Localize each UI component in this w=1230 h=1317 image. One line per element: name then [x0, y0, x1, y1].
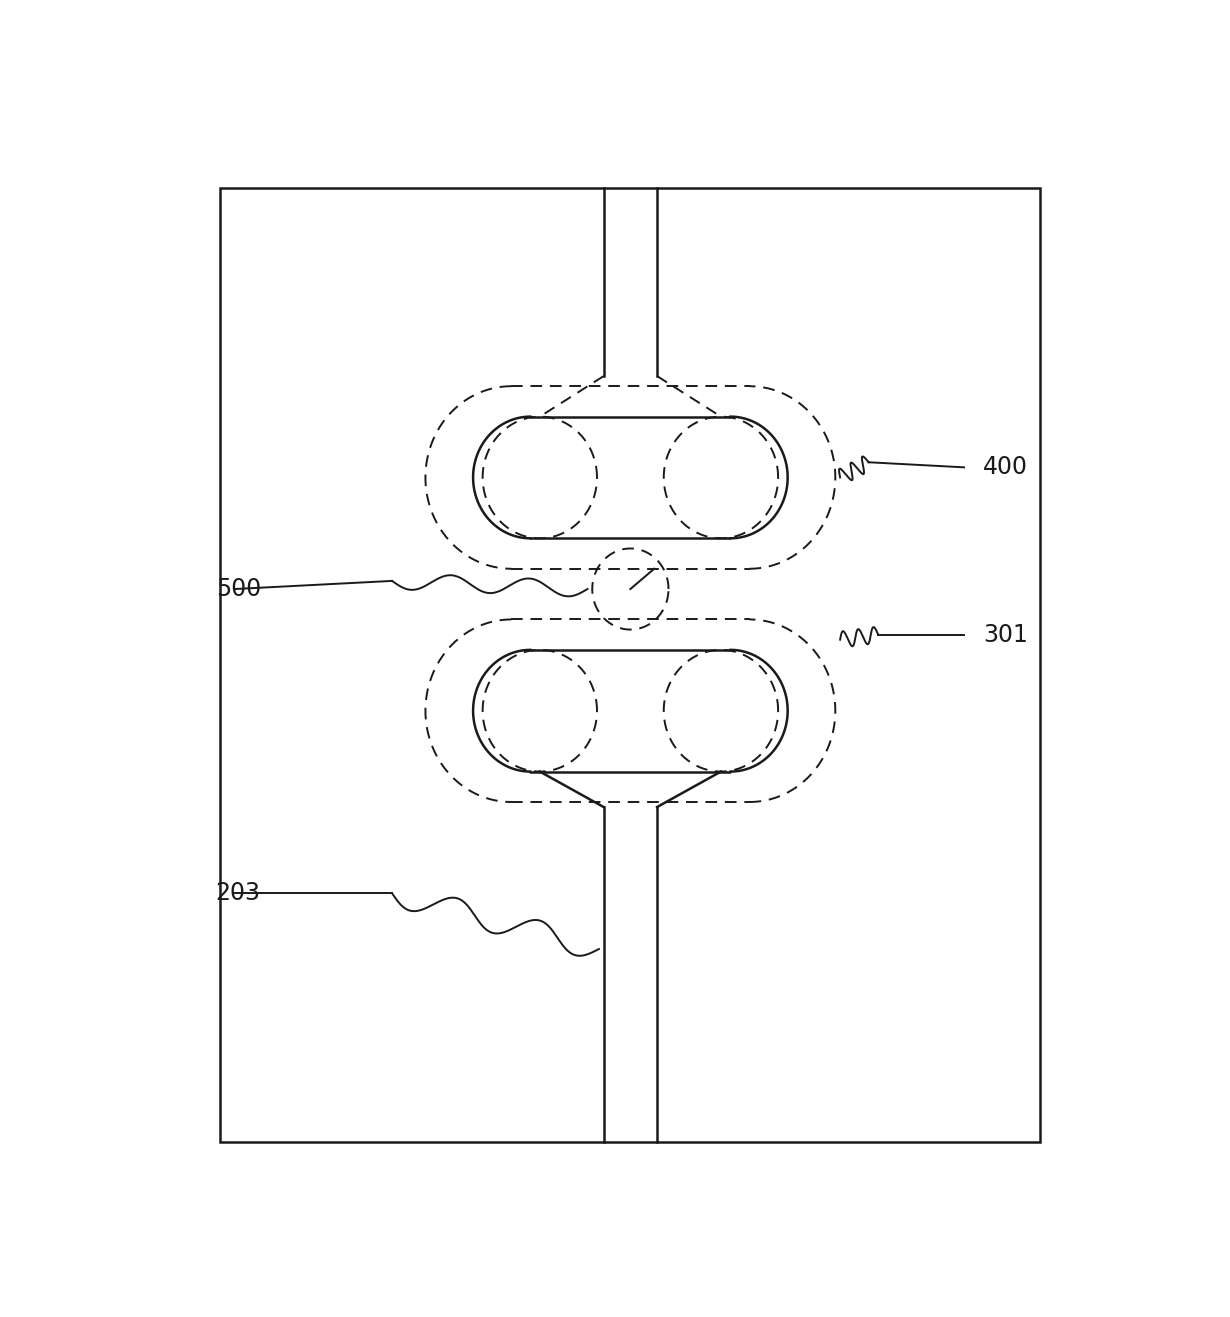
Text: 301: 301 — [983, 623, 1028, 647]
Text: 500: 500 — [215, 577, 261, 601]
Bar — [220, 188, 1041, 1142]
Text: 400: 400 — [983, 456, 1028, 479]
Text: 203: 203 — [215, 881, 261, 905]
